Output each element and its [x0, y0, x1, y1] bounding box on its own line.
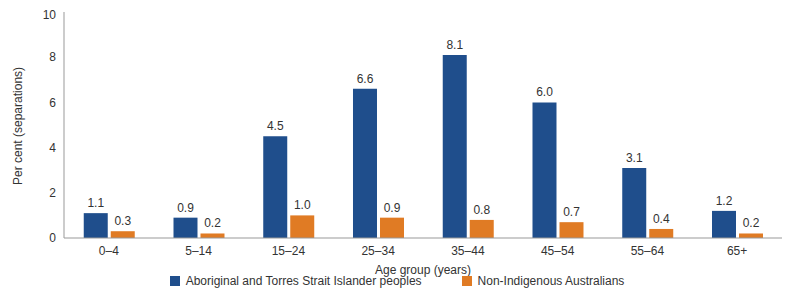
svg-text:6.0: 6.0: [536, 85, 553, 99]
svg-text:6.6: 6.6: [357, 72, 374, 86]
svg-text:65+: 65+: [727, 244, 747, 258]
html-text:Non-Indigenous Australians: Non-Indigenous Australians: [477, 274, 625, 288]
svg-text:0: 0: [49, 231, 56, 245]
svg-text:0.3: 0.3: [114, 214, 131, 228]
html-text:Aboriginal and Torres Strait I: Aboriginal and Torres Strait Islander pe…: [185, 274, 422, 288]
svg-text:Per cent (separations): Per cent (separations): [11, 67, 25, 185]
svg-text:25–34: 25–34: [361, 244, 395, 258]
svg-text:2: 2: [49, 186, 56, 200]
svg-text:8: 8: [49, 50, 56, 64]
svg-text:45–54: 45–54: [541, 244, 575, 258]
svg-text:10: 10: [43, 8, 57, 22]
svg-text:8.1: 8.1: [446, 38, 463, 52]
svg-text:5–14: 5–14: [185, 244, 212, 258]
svg-text:0–4: 0–4: [99, 244, 119, 258]
svg-text:0.9: 0.9: [177, 201, 194, 215]
svg-text:0.2: 0.2: [204, 216, 221, 230]
svg-text:4.5: 4.5: [267, 119, 284, 133]
svg-text:4: 4: [49, 141, 56, 155]
svg-text:0.9: 0.9: [384, 201, 401, 215]
svg-text:0.7: 0.7: [563, 205, 580, 219]
svg-text:6: 6: [49, 96, 56, 110]
svg-text:0.8: 0.8: [473, 203, 490, 217]
svg-text:0.4: 0.4: [653, 212, 670, 226]
svg-text:1.1: 1.1: [87, 196, 104, 210]
svg-text:Age group (years): Age group (years): [375, 263, 471, 277]
svg-text:15–24: 15–24: [272, 244, 306, 258]
svg-text:1.2: 1.2: [716, 194, 733, 208]
svg-text:35–44: 35–44: [451, 244, 485, 258]
svg-text:55–64: 55–64: [631, 244, 665, 258]
svg-text:0.2: 0.2: [743, 216, 760, 230]
svg-text:1.0: 1.0: [294, 198, 311, 212]
svg-text:3.1: 3.1: [626, 151, 643, 165]
